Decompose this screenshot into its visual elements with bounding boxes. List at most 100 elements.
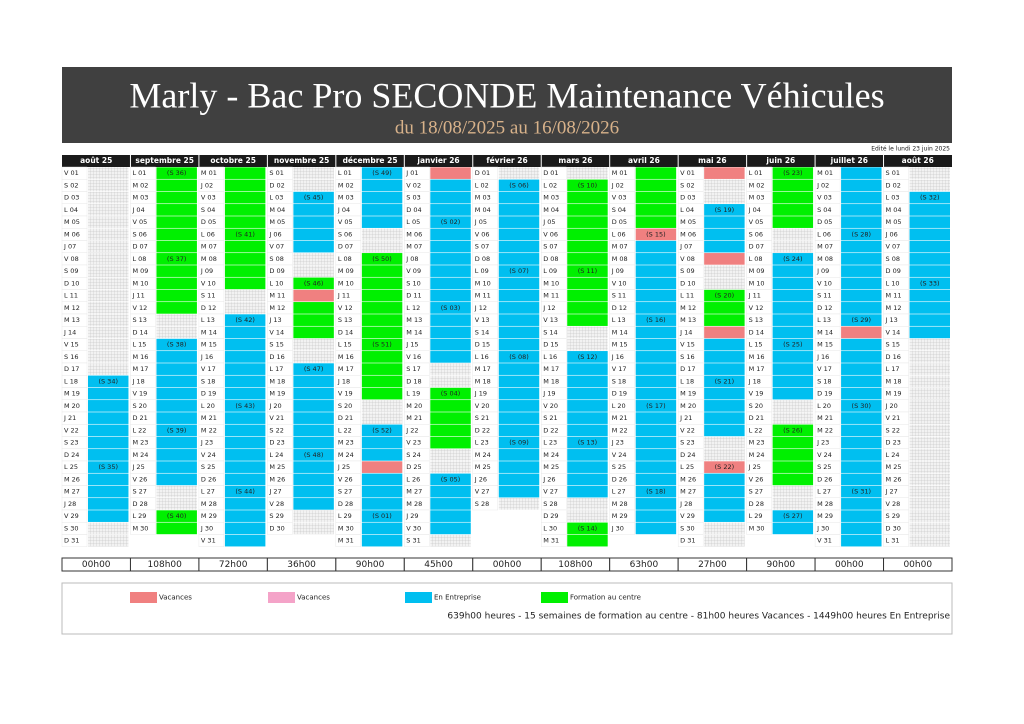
day-period	[224, 461, 266, 473]
week-label: (S 22)	[715, 463, 735, 471]
day-period	[635, 449, 677, 461]
day-label: D 09	[886, 267, 901, 275]
day-label: S 13	[132, 316, 146, 324]
day-label: D 30	[269, 524, 284, 532]
hours: 00h00	[82, 560, 111, 570]
day-free	[704, 522, 745, 535]
day-period	[156, 424, 197, 437]
day-free	[88, 363, 129, 375]
day-label: S 30	[64, 524, 78, 532]
day-label: L 31	[886, 537, 900, 545]
day-label: V 22	[64, 426, 79, 434]
week-label: (S 29)	[852, 316, 872, 324]
day-period	[224, 277, 266, 290]
month-name: mai 26	[698, 156, 727, 165]
day-label: M 07	[201, 243, 217, 251]
day-free	[909, 473, 950, 486]
day-free	[88, 302, 129, 314]
day-free	[88, 179, 129, 192]
day-period	[498, 277, 540, 290]
day-label: L 16	[543, 353, 557, 361]
day-period	[567, 461, 608, 473]
month-name: août 26	[902, 156, 934, 165]
day-free	[88, 314, 129, 326]
day-label: V 14	[886, 328, 901, 336]
day-period	[841, 167, 882, 179]
day-label: S 20	[338, 402, 352, 410]
day-label: J 06	[268, 230, 281, 238]
day-label: S 20	[132, 402, 146, 410]
day-period	[430, 338, 471, 351]
day-free	[361, 400, 403, 412]
day-period	[498, 191, 540, 204]
day-period	[224, 473, 266, 486]
day-free	[704, 265, 745, 277]
day-period	[361, 338, 403, 351]
day-label-cell	[61, 534, 88, 547]
day-label: M 21	[201, 414, 217, 422]
day-free	[88, 240, 129, 253]
day-period	[224, 510, 266, 522]
day-label: S 28	[475, 500, 489, 508]
day-period	[498, 216, 540, 228]
day-period	[293, 289, 334, 302]
day-period	[841, 289, 882, 302]
day-label: L 10	[269, 279, 283, 287]
day-label: M 06	[680, 230, 696, 238]
day-period	[567, 534, 608, 547]
day-label: S 23	[680, 439, 694, 447]
day-period	[430, 191, 471, 204]
day-label: L 20	[817, 402, 831, 410]
day-free	[293, 351, 334, 363]
day-period	[772, 363, 814, 375]
day-period	[88, 473, 129, 486]
day-period	[498, 314, 540, 326]
day-period	[498, 179, 540, 192]
day-period	[361, 387, 403, 400]
day-label: J 27	[885, 488, 898, 496]
day-label: L 02	[475, 181, 489, 189]
week-label: (S 24)	[783, 255, 803, 263]
day-label: V 10	[201, 279, 216, 287]
day-period	[704, 375, 745, 388]
day-free	[361, 228, 403, 241]
day-label: J 09	[611, 267, 624, 275]
day-label: V 12	[132, 304, 147, 312]
week-label: (S 44)	[235, 488, 255, 496]
day-label: D 02	[886, 181, 901, 189]
day-label: V 19	[132, 390, 147, 398]
day-period	[224, 498, 266, 510]
day-free	[88, 167, 129, 179]
week-label: (S 45)	[304, 194, 324, 202]
day-period	[293, 412, 334, 424]
day-label: D 17	[680, 365, 695, 373]
week-label: (S 26)	[783, 426, 803, 434]
day-label: D 10	[680, 279, 695, 287]
day-period	[498, 387, 540, 400]
day-label: S 15	[269, 341, 283, 349]
day-period	[772, 461, 814, 473]
day-label: V 28	[886, 500, 901, 508]
day-label: D 14	[132, 328, 147, 336]
day-free	[430, 375, 471, 388]
day-label: D 07	[132, 243, 147, 251]
day-period	[361, 436, 403, 449]
day-period	[635, 510, 677, 522]
day-label: D 08	[475, 255, 490, 263]
month-name: novembre 25	[274, 156, 330, 165]
day-label: M 15	[201, 341, 217, 349]
day-label: M 25	[886, 463, 902, 471]
day-label: D 12	[201, 304, 216, 312]
week-label: (S 13)	[578, 439, 598, 447]
day-label: S 04	[201, 206, 215, 214]
day-period	[772, 351, 814, 363]
day-label: J 04	[131, 206, 144, 214]
day-period	[224, 412, 266, 424]
day-period	[498, 253, 540, 265]
month-name: septembre 25	[135, 156, 194, 165]
day-period	[224, 534, 266, 547]
day-period	[704, 167, 745, 179]
day-label: M 22	[612, 426, 628, 434]
day-period	[841, 534, 882, 547]
day-label: D 24	[64, 451, 79, 459]
